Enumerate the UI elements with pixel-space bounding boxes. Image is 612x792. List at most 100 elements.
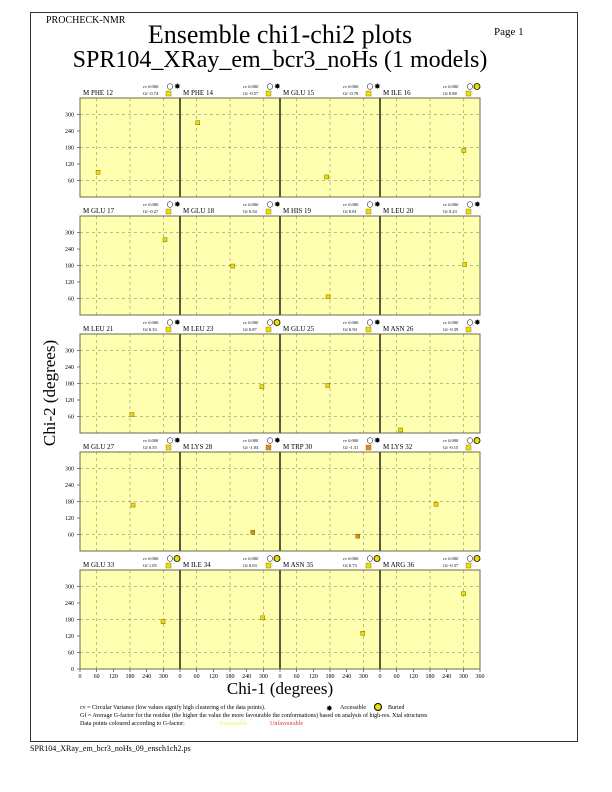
accessible-icon: ✸ [274,200,281,209]
accessible-icon: ✸ [174,318,181,327]
panel-cv-value: cv 0.000 [243,202,259,207]
page-number: Page 1 [494,26,524,38]
panel-residue-label: M GLU 15 [283,89,315,97]
panel-gf-value: Gf 0.03 [243,563,257,568]
x-tick-label: 60 [294,674,300,680]
x-tick-label: 360 [476,674,485,680]
y-tick-label: 120 [65,634,74,640]
panel-gf-value: Gf 0.55 [143,445,157,450]
panel-residue-label: M PHE 12 [83,89,113,97]
y-tick-label: 240 [65,483,74,489]
panel-gf-value: Gf 0.88 [443,91,457,96]
data-point [130,502,136,508]
panel-residue-label: M LEU 21 [83,325,114,333]
clock-icon [466,437,474,444]
accessible-icon: ✸ [174,82,181,91]
data-point [355,533,361,539]
data-point [162,237,168,242]
panel-residue-label: M GLU 33 [83,561,115,569]
clock-icon [366,201,374,208]
data-point [324,174,329,180]
clock-icon [366,83,374,90]
data-point [160,619,166,624]
accessible-icon: ✸ [326,704,333,713]
data-point [259,384,265,390]
x-tick-label: 60 [94,674,100,680]
y-tick-label: 180 [65,264,74,270]
panel-residue-label: M GLU 17 [83,207,115,215]
gf-color-square [265,562,272,569]
y-tick-label: 300 [65,467,74,473]
y-tick-label: 300 [65,231,74,237]
accessible-icon: ✸ [174,200,181,209]
y-tick-label: 180 [65,146,74,152]
y-tick-label: 120 [65,398,74,404]
accessible-icon: ✸ [374,318,381,327]
y-tick-label: 240 [65,129,74,135]
panel-gf-value: Gf 0.50 [343,327,357,332]
panel-residue-label: M PHE 14 [183,89,213,97]
data-point [461,148,467,153]
gf-color-square [365,208,372,215]
accessible-icon: ✸ [374,82,381,91]
x-tick-label: 120 [409,674,418,680]
panel-cv-value: cv 0.000 [443,556,459,561]
panel-gf-value: Gf 0.87 [243,327,257,332]
gf-color-square [465,208,472,215]
clock-icon [166,555,174,562]
panel-residue-label: M ASN 35 [283,561,314,569]
legend-buried: Buried [388,705,405,711]
buried-icon [374,703,382,711]
clock-icon [366,319,374,326]
panel-cv-value: cv 0.000 [143,202,159,207]
y-tick-label: 60 [68,415,74,421]
y-tick-label: 120 [65,280,74,286]
clock-icon [466,201,474,208]
x-tick-label: 180 [326,674,335,680]
panel-residue-label: M GLU 18 [183,207,215,215]
y-tick-label: 60 [68,179,74,185]
panel-residue-label: M LYS 32 [383,443,413,451]
data-point [250,530,256,535]
data-point [461,591,466,596]
panel-gf-value: Gf 0.81 [343,209,357,214]
clock-icon [266,555,274,562]
panel-gf-value: Gf -1.04 [243,445,259,450]
legend-cv-text: cv = Circular Variance (low values signi… [80,705,266,711]
data-point [260,615,266,621]
buried-icon [273,319,281,326]
panel-residue-label: M ASN 26 [383,325,414,333]
x-tick-label: 180 [126,674,135,680]
legend-accessible: Accessible [340,705,366,711]
panel-cv-value: cv 0.000 [343,84,359,89]
y-tick-label: 60 [68,651,74,657]
x-tick-label: 300 [159,674,168,680]
y-tick-label: 300 [65,585,74,591]
legend-colour-text: Data points coloured according to G-fact… [80,721,185,727]
x-tick-label: 300 [459,674,468,680]
y-tick-label: 240 [65,601,74,607]
gf-color-square [165,208,172,215]
data-point [360,631,366,636]
panel-gf-value: Gf -0.57 [243,91,259,96]
panel-gf-value: Gf 0.54 [243,209,257,214]
x-tick-label: 240 [442,674,451,680]
y-axis-label: Chi-2 (degrees) [40,339,59,447]
y-tick-label: 300 [65,349,74,355]
buried-icon [473,555,481,562]
program-name: PROCHECK-NMR [46,15,126,26]
x-tick-label: 180 [226,674,235,680]
clock-icon [166,83,174,90]
clock-icon [466,319,474,326]
x-axis-label: Chi-1 (degrees) [226,679,334,698]
panel-cv-value: cv 0.000 [243,84,259,89]
data-point [325,383,331,388]
x-tick-label: 180 [426,674,435,680]
page-title: Ensemble chi1-chi2 plots [147,20,413,49]
x-tick-label: 120 [309,674,318,680]
panel-residue-label: M GLU 27 [83,443,115,451]
page-subtitle: SPR104_XRay_em_bcr3_noHs (1 models) [72,47,488,73]
gf-color-square [465,444,472,451]
x-tick-label: 0 [279,674,282,680]
page-frame [30,12,578,742]
